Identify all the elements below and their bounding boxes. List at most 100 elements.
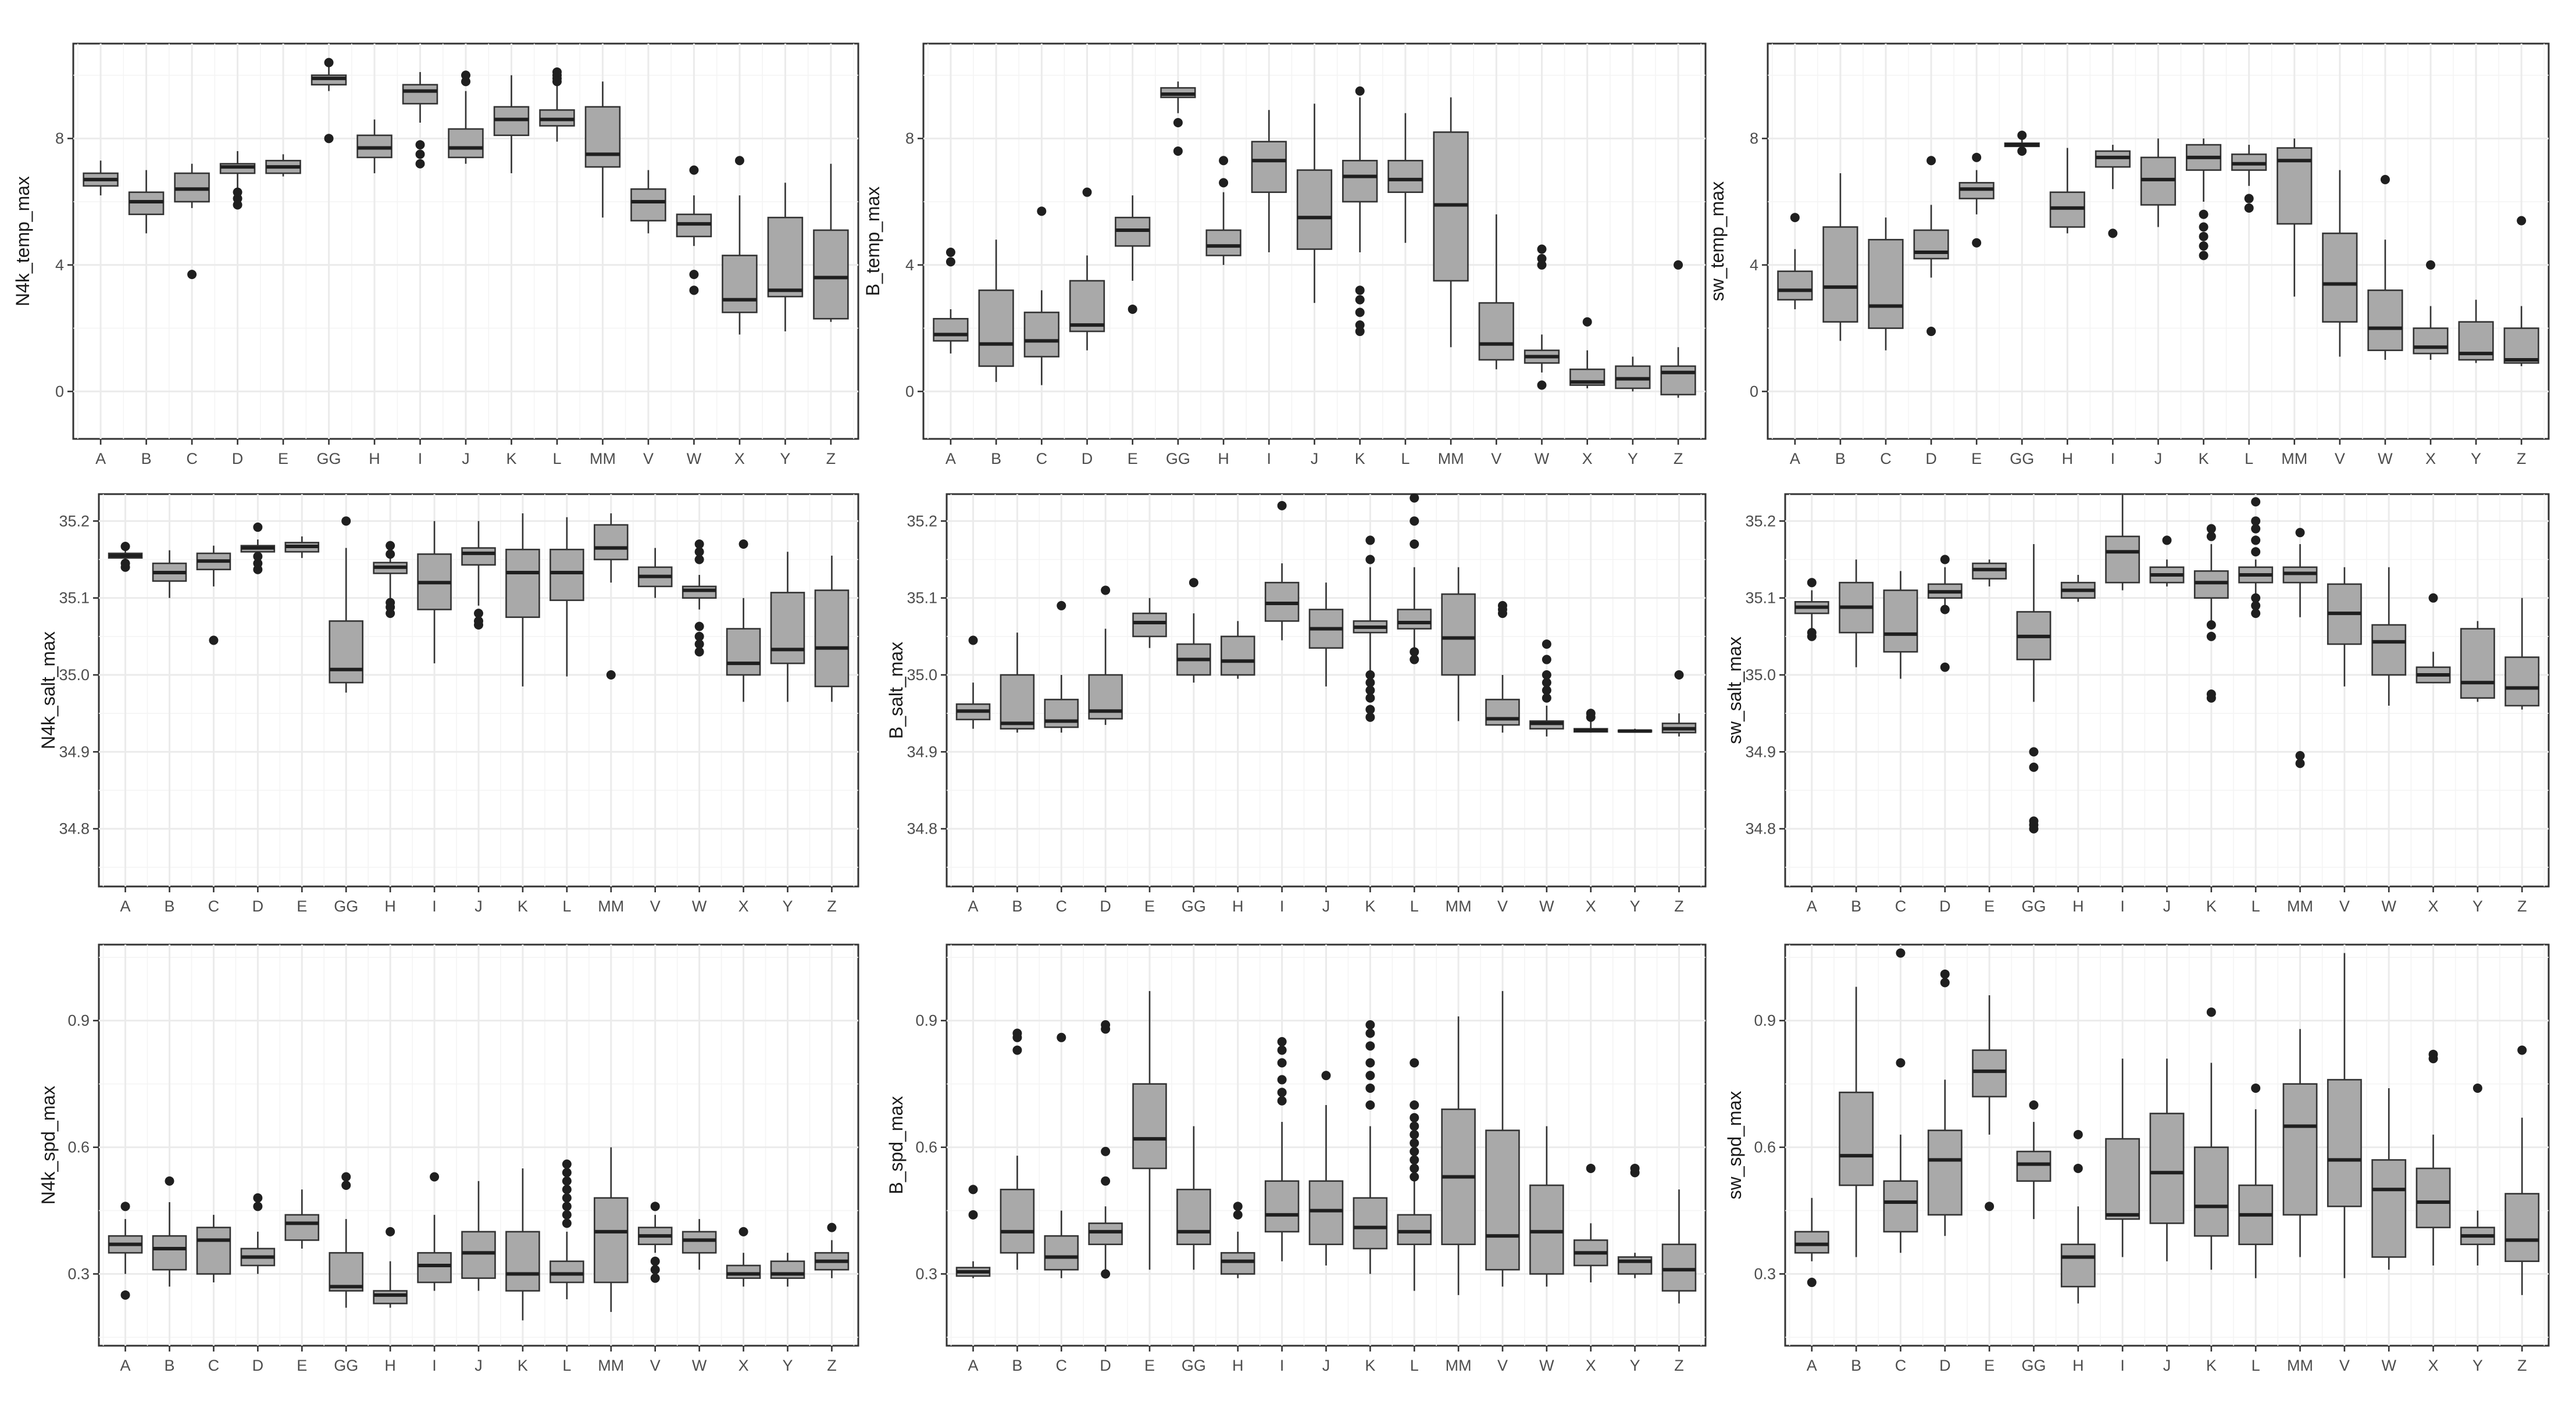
box-K xyxy=(1353,535,1388,722)
x-tick-label: GG xyxy=(1166,450,1190,467)
outlier-point xyxy=(386,1227,395,1236)
outlier-point xyxy=(2206,524,2216,534)
x-tick-label: X xyxy=(1586,898,1596,915)
x-tick-label: C xyxy=(208,898,220,915)
iqr-box xyxy=(1205,229,1241,256)
x-tick-label: E xyxy=(297,1357,307,1374)
outlier-point xyxy=(694,631,704,641)
y-tick-label: 0.6 xyxy=(915,1139,937,1156)
outlier-point xyxy=(694,555,704,564)
outlier-point xyxy=(253,552,263,562)
box-J xyxy=(1308,1071,1344,1265)
outlier-point xyxy=(430,1172,440,1182)
outlier-point xyxy=(1355,86,1365,96)
iqr-box xyxy=(402,84,438,105)
x-tick-label: L xyxy=(562,898,571,915)
x-tick-label: X xyxy=(738,898,749,915)
iqr-box xyxy=(1044,699,1079,728)
x-tick-label: MM xyxy=(1446,898,1472,915)
x-tick-label: D xyxy=(232,450,244,467)
x-tick-label: Z xyxy=(1674,1357,1684,1374)
box-Y xyxy=(1617,728,1653,733)
box-V xyxy=(1485,991,1520,1287)
outlier-point xyxy=(120,1290,130,1300)
box-MM xyxy=(2277,138,2313,297)
iqr-box xyxy=(2105,535,2140,584)
iqr-box xyxy=(726,1264,761,1279)
box-E xyxy=(284,536,320,558)
box-K xyxy=(493,75,530,174)
box-B xyxy=(1839,559,1874,667)
x-tick-label: A xyxy=(1807,1357,1817,1374)
box-V xyxy=(2327,953,2362,1278)
box-I xyxy=(1264,500,1300,641)
x-tick-label: X xyxy=(1586,1357,1596,1374)
box-MM xyxy=(2282,528,2318,768)
outlier-point xyxy=(1410,493,1419,503)
box-W xyxy=(1529,639,1564,737)
x-tick-label: L xyxy=(2252,898,2260,915)
outlier-point xyxy=(2073,1129,2083,1139)
x-tick-label: V xyxy=(2339,1357,2350,1374)
outlier-point xyxy=(1101,1020,1111,1029)
x-tick-label: I xyxy=(2111,450,2115,467)
outlier-point xyxy=(1410,1058,1419,1068)
iqr-box xyxy=(933,317,969,342)
outlier-point xyxy=(120,1202,130,1211)
x-tick-label: H xyxy=(1232,898,1244,915)
y-axis-title: N4k_salt_max xyxy=(38,631,59,749)
iqr-box xyxy=(1822,226,1858,323)
outlier-point xyxy=(2251,609,2261,619)
y-tick-label: 4 xyxy=(905,256,914,274)
x-tick-label: Y xyxy=(783,898,793,915)
box-K xyxy=(505,513,540,687)
box-K xyxy=(1353,1020,1388,1274)
x-tick-label: W xyxy=(692,898,707,915)
outlier-point xyxy=(474,609,483,619)
x-tick-label: X xyxy=(2428,1357,2439,1374)
iqr-box xyxy=(1883,589,1918,653)
outlier-point xyxy=(2017,130,2027,140)
box-W xyxy=(676,165,712,295)
iqr-box xyxy=(2193,570,2229,599)
x-tick-label: GG xyxy=(317,450,341,467)
outlier-point xyxy=(1233,1202,1243,1211)
outlier-point xyxy=(2251,600,2261,610)
outlier-point xyxy=(1542,655,1551,664)
iqr-box xyxy=(978,289,1014,367)
x-tick-label: W xyxy=(687,450,702,467)
box-W xyxy=(2367,174,2403,360)
x-tick-label: I xyxy=(2120,1357,2125,1374)
x-tick-label: A xyxy=(1790,450,1800,467)
iqr-box xyxy=(1478,302,1514,361)
box-Z xyxy=(1660,260,1696,398)
box-D xyxy=(1088,1020,1123,1279)
outlier-point xyxy=(1807,628,1817,638)
outlier-point xyxy=(1542,670,1551,680)
iqr-box xyxy=(1342,159,1378,203)
iqr-box xyxy=(1088,1222,1123,1245)
y-tick-label: 8 xyxy=(55,130,64,147)
box-Z xyxy=(814,555,850,702)
x-tick-label: J xyxy=(1322,1357,1330,1374)
outlier-point xyxy=(1012,1045,1022,1055)
box-Z xyxy=(2503,216,2539,366)
box-W xyxy=(682,539,717,657)
x-tick-label: X xyxy=(2428,898,2439,915)
outlier-point xyxy=(1128,304,1137,314)
box-Y xyxy=(2458,299,2494,363)
box-B xyxy=(1000,1028,1035,1270)
outlier-point xyxy=(1410,1129,1419,1139)
iqr-box xyxy=(2504,656,2540,707)
box-L xyxy=(539,67,575,142)
iqr-box xyxy=(1397,609,1432,630)
x-tick-label: D xyxy=(1939,1357,1951,1374)
box-MM xyxy=(584,81,621,218)
iqr-box xyxy=(505,1231,540,1292)
outlier-point xyxy=(2295,759,2305,768)
outlier-point xyxy=(1410,1146,1419,1156)
outlier-point xyxy=(606,670,616,680)
y-axis-title: B_spd_max xyxy=(886,1096,907,1195)
outlier-point xyxy=(2425,260,2435,270)
